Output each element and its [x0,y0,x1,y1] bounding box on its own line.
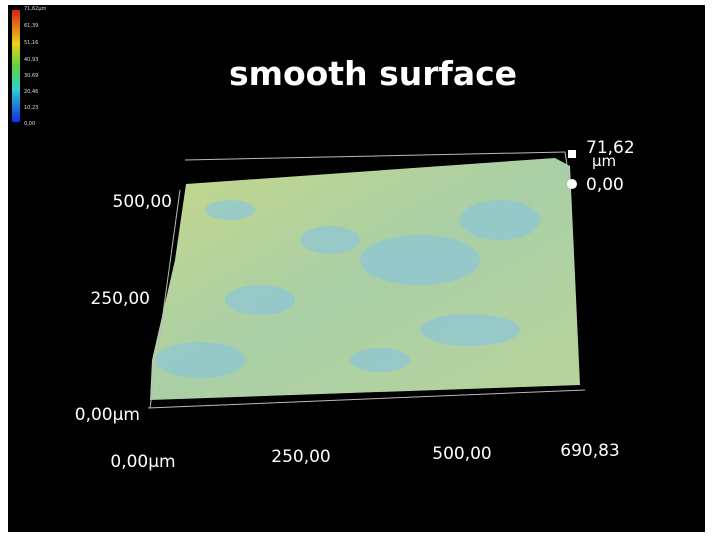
color-label: 61,39 [24,23,38,29]
z-max-marker [568,150,576,158]
x-tick-label: 690,83 [560,441,619,461]
color-bar [12,10,20,122]
color-label: 30,69 [24,73,38,79]
y-tick-label: 250,00 [91,289,150,309]
surface [150,158,580,400]
color-label: 10,23 [24,105,38,111]
color-label: 71,62µm [24,6,46,12]
z-min: 0,00 [586,175,624,195]
x-tick-label: 0,00µm [110,452,175,472]
screenshot: 71,62µm 61,39 51,16 40,93 30,69 20,46 10… [0,0,713,538]
z-unit: µm [592,152,616,170]
y-tick-label: 0,00µm [75,405,140,425]
x-tick-label: 250,00 [271,447,330,467]
y-tick-label: 500,00 [113,192,172,212]
title: smooth surface [229,54,517,93]
color-label: 20,46 [24,89,38,95]
color-label: 40,93 [24,57,38,63]
x-tick-label: 500,00 [432,444,491,464]
color-label: 0,00 [24,121,35,127]
z-min-marker [567,179,577,189]
color-label: 51,16 [24,40,38,46]
